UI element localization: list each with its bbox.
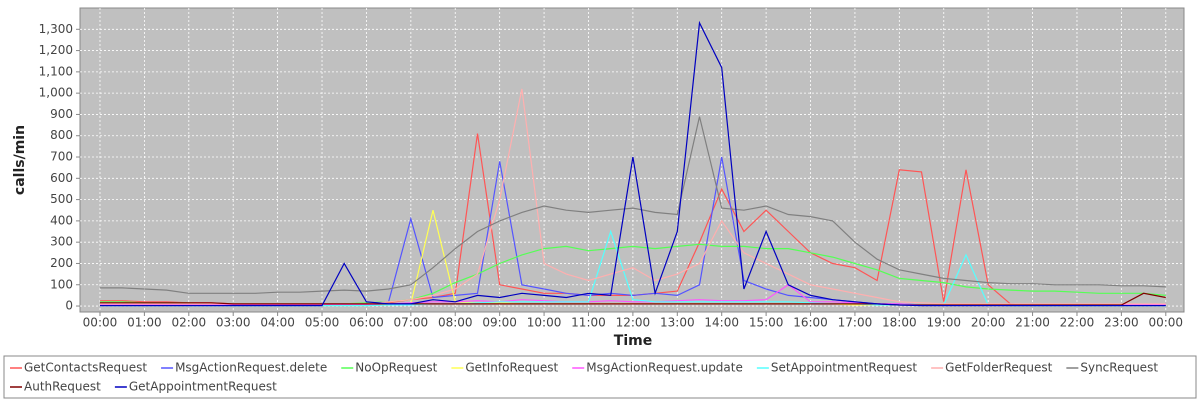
legend-label: MsgActionRequest.update bbox=[586, 361, 743, 375]
y-tick-label: 100 bbox=[50, 277, 73, 291]
x-tick-label: 13:00 bbox=[660, 316, 695, 330]
x-tick-label: 02:00 bbox=[172, 316, 207, 330]
legend-label: SetAppointmentRequest bbox=[771, 361, 918, 375]
y-tick-label: 700 bbox=[50, 150, 73, 164]
series-line bbox=[100, 116, 1166, 294]
legend-label: MsgActionRequest.delete bbox=[175, 361, 327, 375]
y-tick-label: 1,000 bbox=[39, 86, 73, 100]
x-tick-label: 01:00 bbox=[127, 316, 162, 330]
x-tick-label: 23:00 bbox=[1104, 316, 1139, 330]
y-tick-label: 400 bbox=[50, 213, 73, 227]
x-tick-label: 04:00 bbox=[260, 316, 295, 330]
y-tick-label: 1,100 bbox=[39, 64, 73, 78]
y-axis-title: calls/min bbox=[12, 125, 28, 195]
x-tick-label: 15:00 bbox=[749, 316, 784, 330]
x-tick-label: 14:00 bbox=[704, 316, 739, 330]
y-tick-label: 1,200 bbox=[39, 43, 73, 57]
x-tick-label: 00:00 bbox=[83, 316, 118, 330]
legend-label: GetContactsRequest bbox=[24, 361, 147, 375]
x-tick-label: 17:00 bbox=[838, 316, 873, 330]
legend-label: SyncRequest bbox=[1080, 361, 1158, 375]
x-tick-label: 09:00 bbox=[482, 316, 517, 330]
x-tick-label: 20:00 bbox=[971, 316, 1006, 330]
legend bbox=[3, 355, 1197, 399]
legend-label: GetAppointmentRequest bbox=[129, 380, 277, 394]
x-tick-label: 22:00 bbox=[1060, 316, 1095, 330]
legend-label: AuthRequest bbox=[24, 380, 101, 394]
x-tick-label: 08:00 bbox=[438, 316, 473, 330]
x-tick-label: 07:00 bbox=[394, 316, 429, 330]
y-tick-label: 300 bbox=[50, 235, 73, 249]
y-tick-label: 900 bbox=[50, 107, 73, 121]
x-tick-label: 10:00 bbox=[527, 316, 562, 330]
x-tick-label: 03:00 bbox=[216, 316, 251, 330]
x-tick-label: 00:00 bbox=[1148, 316, 1183, 330]
y-tick-label: 0 bbox=[65, 299, 73, 313]
legend-label: GetFolderRequest bbox=[945, 361, 1053, 375]
x-tick-label: 05:00 bbox=[305, 316, 340, 330]
legend-label: NoOpRequest bbox=[355, 361, 437, 375]
legend-label: GetInfoRequest bbox=[465, 361, 558, 375]
y-tick-label: 500 bbox=[50, 192, 73, 206]
y-tick-label: 600 bbox=[50, 171, 73, 185]
x-tick-label: 19:00 bbox=[926, 316, 961, 330]
x-tick-label: 06:00 bbox=[349, 316, 384, 330]
x-tick-label: 21:00 bbox=[1015, 316, 1050, 330]
y-tick-label: 200 bbox=[50, 256, 73, 270]
x-tick-label: 11:00 bbox=[571, 316, 606, 330]
y-tick-label: 1,300 bbox=[39, 22, 73, 36]
x-tick-label: 16:00 bbox=[793, 316, 828, 330]
y-tick-label: 800 bbox=[50, 128, 73, 142]
x-tick-label: 18:00 bbox=[882, 316, 917, 330]
x-axis-title: Time bbox=[614, 333, 652, 349]
x-tick-label: 12:00 bbox=[616, 316, 651, 330]
series-line bbox=[100, 20, 1166, 307]
